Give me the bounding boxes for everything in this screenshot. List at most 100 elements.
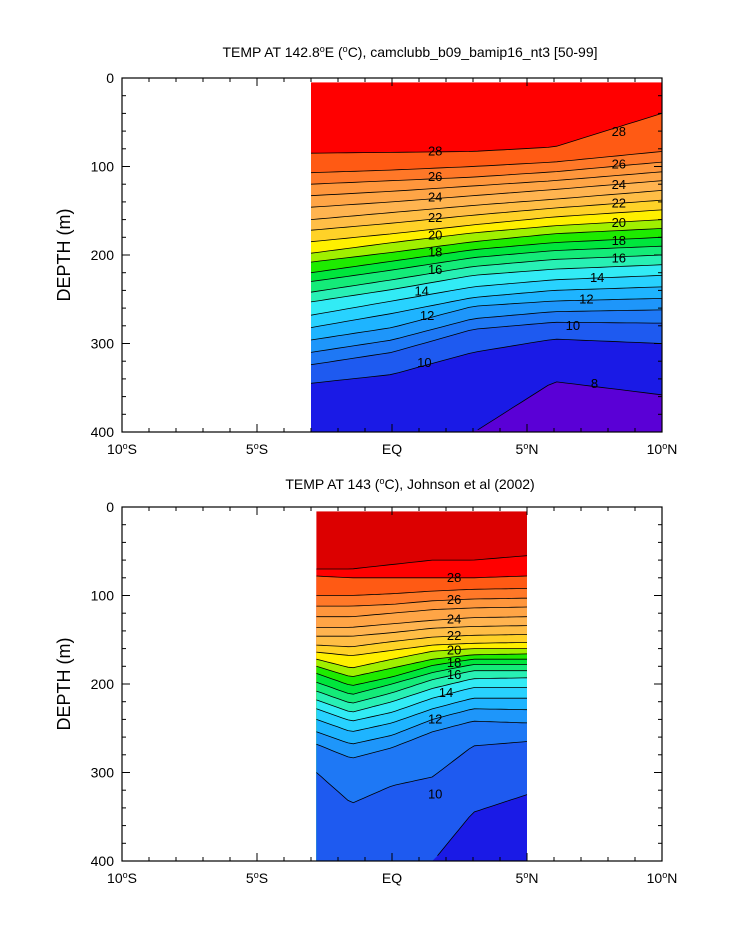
contour-label: 24: [428, 189, 442, 204]
contour-13: [316, 697, 527, 732]
contour-29: [316, 555, 528, 570]
y-tick-label: 200: [91, 247, 115, 263]
contour-9: [437, 794, 528, 857]
contour-label: 18: [612, 233, 626, 248]
contour-label: 8: [591, 376, 598, 391]
contour-10: [310, 321, 662, 366]
y-tick-label: 300: [91, 765, 115, 781]
x-tick-label: 5oN: [516, 870, 539, 886]
band-below-8: [311, 381, 662, 432]
contour-16: [316, 670, 527, 704]
contour-label: 28: [428, 143, 442, 158]
contour-label: 22: [428, 210, 442, 225]
contour-label: 22: [447, 628, 461, 643]
contour-label: 14: [439, 685, 453, 700]
contour-18: [310, 236, 663, 274]
contour-label: 26: [612, 157, 626, 172]
y-axis-label: DEPTH (m): [54, 209, 74, 302]
contour-21: [310, 209, 663, 243]
contour-label: 28: [447, 570, 461, 585]
y-axis-label: DEPTH (m): [54, 638, 74, 731]
contour-23: [316, 625, 528, 637]
chart-title: TEMP AT 142.8oE (oC), camclubb_b09_bamip…: [222, 44, 597, 60]
x-tick-label: 10oS: [107, 441, 137, 457]
contour-label: 12: [420, 308, 434, 323]
contour-label: 14: [414, 283, 428, 298]
y-tick-label: 0: [106, 499, 114, 515]
contour-11: [316, 720, 528, 759]
y-tick-label: 400: [91, 424, 115, 440]
contour-8: [477, 381, 663, 431]
contour-10: [316, 741, 528, 804]
contour-label: 22: [612, 196, 626, 211]
contour-13: [310, 286, 663, 328]
contour-label: 14: [590, 270, 604, 285]
contour-15: [316, 677, 528, 713]
contour-label: 12: [428, 711, 442, 726]
contour-label: 16: [612, 251, 626, 266]
contour-19: [310, 228, 663, 263]
contour-label: 26: [428, 169, 442, 184]
contour-26: [316, 597, 527, 607]
contour-label: 10: [428, 787, 442, 802]
contour-label: 20: [612, 215, 626, 230]
x-tick-label: 5oN: [516, 441, 539, 457]
y-tick-label: 200: [91, 676, 115, 692]
x-tick-label: 10oN: [647, 870, 678, 886]
contour-label: 18: [428, 244, 442, 259]
y-tick-label: 0: [106, 70, 114, 86]
contour-22: [316, 634, 528, 648]
contour-label: 28: [612, 124, 626, 139]
contour-24: [310, 180, 663, 208]
y-tick-label: 100: [91, 588, 115, 604]
contour-20: [316, 648, 527, 669]
x-tick-label: 10oN: [647, 441, 678, 457]
contour-14: [316, 687, 527, 722]
contour-15: [310, 264, 663, 303]
contour-12: [316, 708, 528, 745]
contour-18: [316, 658, 527, 686]
contour-24: [316, 616, 528, 628]
y-tick-label: 400: [91, 853, 115, 869]
contour-22: [310, 199, 663, 231]
contour-label: 10: [566, 318, 580, 333]
contour-12: [310, 298, 663, 341]
contour-label: 20: [428, 228, 442, 243]
contour-16: [310, 254, 663, 293]
contour-label: 10: [417, 355, 431, 370]
chart-title: TEMP AT 143 (oC), Johnson et al (2002): [285, 476, 534, 492]
contour-17: [310, 245, 663, 282]
contour-17: [316, 664, 527, 695]
contour-21: [316, 642, 528, 656]
contour-9: [310, 338, 663, 384]
contour-27: [316, 588, 528, 596]
contour-25: [310, 171, 663, 197]
y-tick-label: 300: [91, 336, 115, 352]
x-tick-label: EQ: [382, 441, 402, 457]
contour-label: 16: [447, 667, 461, 682]
contour-label: 18: [447, 655, 461, 670]
contour-label: 24: [612, 177, 626, 192]
contour-14: [310, 275, 663, 316]
y-tick-label: 100: [91, 159, 115, 175]
contour-label: 16: [428, 262, 442, 277]
contour-19: [316, 653, 528, 677]
contour-28: [316, 575, 528, 579]
panel-1: 2828262624242222202018181616141412121010…: [54, 44, 677, 457]
contour-26: [310, 161, 663, 185]
contour-label: 24: [447, 611, 461, 626]
contour-27: [310, 151, 663, 174]
band-below-9: [316, 794, 527, 861]
contour-25: [316, 606, 528, 618]
contour-label: 20: [447, 642, 461, 657]
contour-23: [310, 190, 663, 220]
contour-28: [310, 113, 663, 154]
x-tick-label: 5oS: [246, 441, 268, 457]
contour-11: [310, 309, 663, 353]
x-tick-label: 10oS: [107, 870, 137, 886]
contour-label: 12: [579, 291, 593, 306]
x-tick-label: 5oS: [246, 870, 268, 886]
contour-label: 26: [447, 592, 461, 607]
